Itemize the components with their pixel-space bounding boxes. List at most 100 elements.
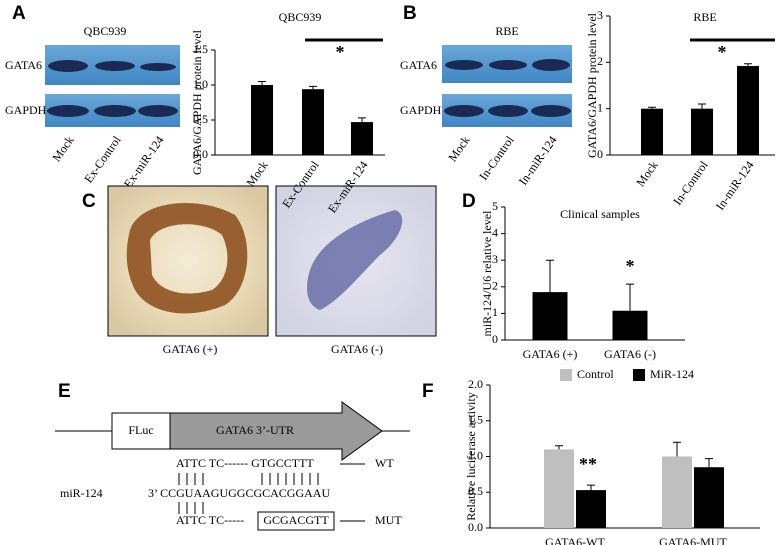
legend-swatch xyxy=(560,369,572,381)
error-bar xyxy=(555,445,563,450)
chart-title: Clinical samples xyxy=(560,207,640,221)
bar xyxy=(691,108,713,155)
image-label: GATA6 (-) xyxy=(331,342,383,356)
annotation: * xyxy=(626,256,635,276)
chart-title: QBC939 xyxy=(279,10,322,24)
annotation: ** xyxy=(579,454,597,474)
y-axis-label: GATA6/GAPDH protein level xyxy=(190,29,204,175)
error-bar xyxy=(705,458,713,468)
error-bar xyxy=(648,106,656,109)
x-tick-label: Mock xyxy=(633,158,661,189)
lane-label: Ex-miR-124 xyxy=(121,133,167,190)
lane-label: Mock xyxy=(49,133,77,164)
error-bar xyxy=(546,259,554,293)
y-tick-label: 0 xyxy=(597,147,603,161)
lane-label: In-Control xyxy=(476,133,517,183)
bar xyxy=(251,85,273,155)
panel-label: D xyxy=(462,191,476,212)
sequence: ATTC TC----- xyxy=(176,513,244,527)
sequence: ATTC TC------ GTGCCTTT xyxy=(176,456,314,470)
seq-tag: WT xyxy=(375,456,394,470)
x-tick-label: In-Control xyxy=(670,158,711,208)
row-label: GATA6 xyxy=(5,58,42,72)
row-label: GATA6 xyxy=(400,58,437,72)
y-tick-label: 1 xyxy=(492,305,498,319)
y-tick-label: 4 xyxy=(492,225,498,239)
stain xyxy=(126,203,248,314)
bar xyxy=(532,292,568,340)
chart-title: RBE xyxy=(693,10,716,24)
sequence: 3’ CCGUAAGUGGCGCACGGAAU xyxy=(148,486,330,500)
x-tick-label: Mock xyxy=(243,158,271,189)
error-bar xyxy=(698,103,706,109)
box-label: FLuc xyxy=(128,423,153,437)
bar xyxy=(351,122,373,155)
bar xyxy=(612,310,648,340)
panel-label: B xyxy=(403,3,417,24)
annotation: * xyxy=(336,42,345,62)
x-tick-label: GATA6 (-) xyxy=(604,347,656,361)
error-bar xyxy=(587,484,595,491)
y-tick-label: 0.0 xyxy=(468,520,483,534)
image-label: GATA6 (+) xyxy=(163,342,218,356)
error-bar xyxy=(258,81,266,85)
mut-box xyxy=(257,511,335,531)
y-tick-label: 2 xyxy=(597,54,603,68)
bar xyxy=(544,449,574,528)
error-bar xyxy=(358,117,366,123)
utr-arrow xyxy=(169,401,383,461)
panel-label: A xyxy=(12,3,26,24)
error-bar xyxy=(309,85,317,90)
y-tick-label: 3 xyxy=(597,8,603,22)
x-tick-label: GATA6 (+) xyxy=(523,347,578,361)
bar xyxy=(302,89,324,155)
error-bar xyxy=(673,441,681,457)
y-tick-label: 1.0 xyxy=(468,448,483,462)
stain xyxy=(307,210,403,310)
y-tick-label: 1.5 xyxy=(193,42,208,56)
y-axis-label: Relative luciferase activity xyxy=(464,392,478,521)
y-tick-label: 0 xyxy=(492,332,498,346)
y-axis-label: miR-124/U6 relative level xyxy=(480,210,494,337)
y-tick-label: 3 xyxy=(492,252,498,266)
mir-name: miR-124 xyxy=(60,486,103,500)
sequence: GCGACGTT xyxy=(263,513,329,527)
y-tick-label: 1.0 xyxy=(193,77,208,91)
panel-label: F xyxy=(422,381,434,402)
y-tick-label: 0.5 xyxy=(193,112,208,126)
legend-label: MiR-124 xyxy=(650,367,694,381)
lane-label: Ex-Control xyxy=(81,133,124,186)
y-tick-label: 1.5 xyxy=(468,413,483,427)
legend-swatch xyxy=(633,369,645,381)
y-axis-label: GATA6/GAPDH protein level xyxy=(585,12,599,158)
y-tick-label: 5 xyxy=(492,199,498,213)
error-bar xyxy=(744,63,752,67)
x-tick-label: GATA6-MUT xyxy=(659,535,727,545)
bar xyxy=(737,66,759,155)
x-tick-label: GATA6-WT xyxy=(545,535,605,545)
annotation: * xyxy=(718,42,727,62)
lane-label: In-miR-124 xyxy=(516,133,560,187)
bar xyxy=(576,490,606,528)
y-tick-label: 0.0 xyxy=(193,147,208,161)
y-tick-label: 0.5 xyxy=(468,484,483,498)
row-label: GAPDH xyxy=(5,103,47,117)
error-bar xyxy=(626,283,634,311)
bar xyxy=(641,108,663,155)
y-tick-label: 1 xyxy=(597,100,603,114)
blot-title: RBE xyxy=(495,24,518,38)
x-tick-label: In-miR-124 xyxy=(713,158,757,212)
bands xyxy=(444,59,571,117)
bar xyxy=(694,467,724,528)
lane-label: Mock xyxy=(445,133,473,164)
pairing xyxy=(178,473,319,514)
bar xyxy=(662,456,692,528)
panel-label: C xyxy=(82,191,96,212)
arrow-label: GATA6 3’-UTR xyxy=(216,423,294,437)
panel-label: E xyxy=(58,381,71,402)
seq-tag: MUT xyxy=(375,513,402,527)
fluc-box xyxy=(111,412,171,450)
y-tick-label: 2.0 xyxy=(468,377,483,391)
bands xyxy=(47,60,178,117)
